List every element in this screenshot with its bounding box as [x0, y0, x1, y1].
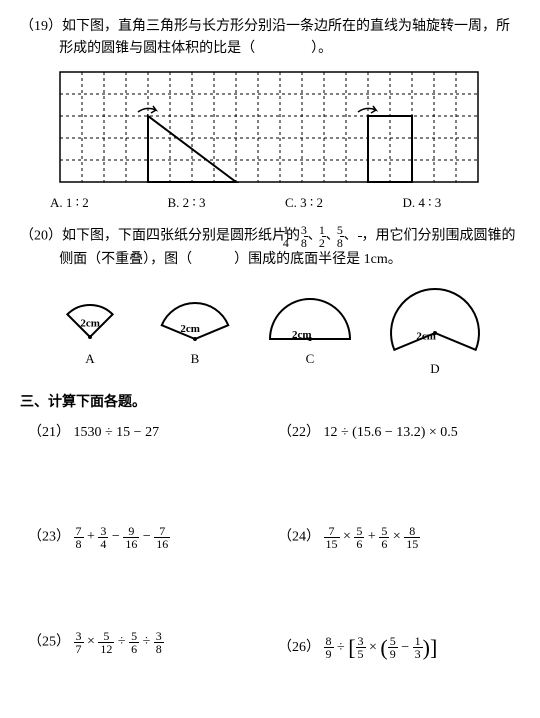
q20-figures: 2cmA 2cmB 2cmC 2cmD [20, 277, 520, 380]
svg-text:2cm: 2cm [180, 323, 200, 335]
q21: （21） 1530 ÷ 15 − 27 [20, 422, 270, 516]
q25: （25） 37 × 512 ÷ 56 ÷ 38 [20, 630, 270, 665]
q26: （26） 89 ÷ [35 × (59 − 13)] [270, 630, 520, 665]
opt-b: B. 2 ∶ 3 [168, 193, 286, 214]
q19-text: （19）如下图，直角三角形与长方形分别沿一条边所在的直线为轴旋转一周，所形成的圆… [20, 16, 520, 61]
svg-text:2cm: 2cm [80, 317, 100, 329]
shape-d: 2cm [375, 277, 495, 357]
q19-figure [50, 67, 490, 187]
section-3-title: 三、计算下面各题。 [20, 392, 520, 414]
shape-b: 2cm [145, 277, 245, 347]
opt-a: A. 1 ∶ 2 [50, 193, 168, 214]
q22: （22） 12 ÷ (15.6 − 13.2) × 0.5 [270, 422, 520, 516]
shape-a: 2cm [45, 277, 135, 347]
opt-c: C. 3 ∶ 2 [285, 193, 403, 214]
svg-text:2cm: 2cm [416, 331, 436, 343]
q20-text: （20）如下图，下面四张纸分别是圆形纸片的 14、38、12、58，用它们分别围… [20, 224, 520, 271]
q23: （23） 78 + 34 − 916 − 716 [20, 525, 270, 622]
q19-num: （19） [20, 19, 62, 34]
q19-options: A. 1 ∶ 2 B. 2 ∶ 3 C. 3 ∶ 2 D. 4 ∶ 3 [20, 193, 520, 214]
q20-num: （20） [20, 228, 62, 243]
svg-text:2cm: 2cm [292, 329, 312, 341]
opt-d: D. 4 ∶ 3 [403, 193, 521, 214]
shape-c: 2cm [255, 277, 365, 347]
q24: （24） 715 × 56 + 56 × 815 [270, 525, 520, 622]
